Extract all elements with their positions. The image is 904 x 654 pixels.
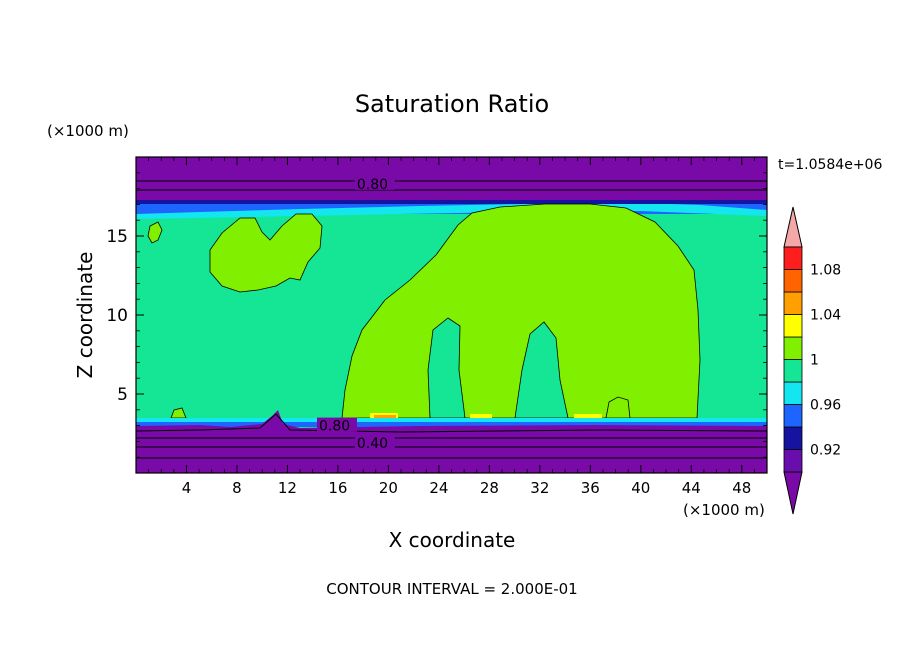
contour-label: 0.80 bbox=[357, 177, 388, 193]
colorbar-swatch bbox=[783, 336, 803, 360]
contour-lower-1 bbox=[136, 413, 767, 433]
contour-label-bg bbox=[354, 434, 395, 449]
peak-2 bbox=[470, 414, 492, 418]
upper-darkblue-transition bbox=[136, 199, 767, 204]
x-tick-label: 36 bbox=[581, 479, 600, 497]
cloud-top-left bbox=[209, 213, 323, 293]
time-label: t=1.0584e+06 bbox=[778, 157, 882, 173]
contour-label-bg bbox=[354, 175, 395, 190]
contour-label: 0.40 bbox=[357, 436, 388, 452]
x-axis-label: X coordinate bbox=[389, 528, 516, 552]
hole-1 bbox=[427, 317, 466, 419]
colorbar-swatch bbox=[783, 246, 803, 270]
plot-area bbox=[136, 157, 767, 473]
colorbar-swatch bbox=[783, 314, 803, 338]
x-tick-label: 20 bbox=[379, 479, 398, 497]
x-tick-label: 12 bbox=[278, 479, 297, 497]
colorbar-swatch bbox=[783, 449, 803, 473]
x-tick-label: 28 bbox=[480, 479, 499, 497]
peak-3 bbox=[574, 414, 602, 418]
contour-labels: 0.80 0.80 0.40 bbox=[316, 175, 395, 452]
contour-label: 0.80 bbox=[319, 419, 350, 435]
y-axis-ticks: 5 10 15 bbox=[106, 172, 767, 458]
colorbar: 0.92 0.96 1 1.04 1.08 bbox=[783, 206, 841, 515]
x-tick-label: 8 bbox=[232, 479, 242, 497]
x-tick-label: 4 bbox=[182, 479, 192, 497]
x-tick-label: 24 bbox=[429, 479, 448, 497]
colorbar-over-triangle bbox=[783, 206, 803, 248]
y-tick-label: 5 bbox=[117, 385, 128, 405]
colorbar-swatch bbox=[783, 381, 803, 405]
colorbar-tick-label: 0.92 bbox=[810, 443, 841, 459]
hole-2 bbox=[514, 321, 569, 419]
x-tick-label: 32 bbox=[530, 479, 549, 497]
top-dry-layer bbox=[136, 157, 767, 200]
colorbar-tick-label: 1 bbox=[810, 353, 819, 369]
contour-interval-footer: CONTOUR INTERVAL = 2.000E-01 bbox=[326, 580, 577, 598]
colorbar-swatch bbox=[783, 269, 803, 293]
contour-label-bg bbox=[316, 417, 357, 432]
colorbar-swatch bbox=[783, 291, 803, 315]
colorbar-swatch bbox=[783, 359, 803, 383]
y-tick-label: 15 bbox=[106, 227, 128, 247]
colorbar-tick-label: 0.96 bbox=[810, 398, 841, 414]
peak-1-orange bbox=[374, 415, 396, 418]
x-axis-ticks: 4 8 12 16 20 24 28 32 36 40 44 48 bbox=[148, 157, 755, 497]
x-tick-label: 16 bbox=[328, 479, 347, 497]
y-axis-label: Z coordinate bbox=[73, 252, 97, 379]
colorbar-swatch bbox=[783, 404, 803, 428]
colorbar-tick-label: 1.04 bbox=[810, 308, 841, 324]
y-tick-label: 10 bbox=[106, 306, 128, 326]
x-unit-label: (×1000 m) bbox=[683, 501, 765, 519]
bottom-dry-layer bbox=[136, 410, 767, 473]
x-tick-label: 40 bbox=[631, 479, 650, 497]
x-tick-label: 44 bbox=[682, 479, 701, 497]
chart-title: Saturation Ratio bbox=[355, 90, 549, 118]
colorbar-under-triangle bbox=[783, 471, 803, 515]
colorbar-tick-label: 1.08 bbox=[810, 263, 841, 279]
y-unit-label: (×1000 m) bbox=[47, 122, 129, 140]
colorbar-swatch bbox=[783, 426, 803, 450]
small-cloud-top-left bbox=[147, 221, 163, 244]
x-tick-label: 48 bbox=[732, 479, 751, 497]
